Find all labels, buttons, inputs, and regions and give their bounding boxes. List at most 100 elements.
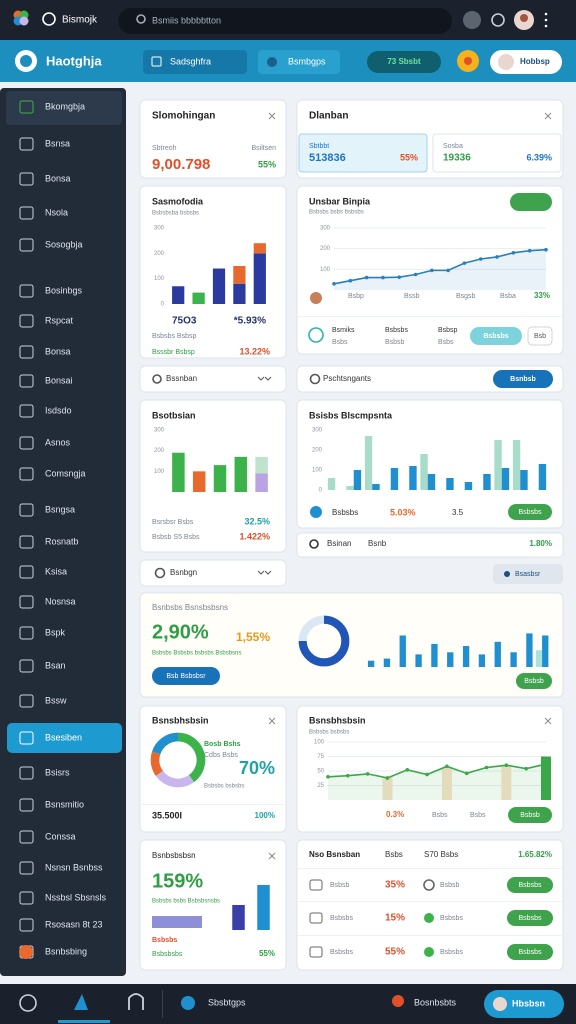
sidebar-item[interactable]: Nsola <box>45 207 68 217</box>
label[interactable]: Hobbsp <box>520 57 550 66</box>
label[interactable]: Bsb Bsbsbsr <box>166 673 206 680</box>
sidebar-item[interactable]: Bspk <box>45 627 66 637</box>
y-tick-label: 25 <box>317 783 324 789</box>
sidebar-item[interactable]: Bssw <box>45 695 67 705</box>
label[interactable]: Bsb <box>534 333 546 340</box>
sidebar-icon <box>19 503 34 517</box>
sidebar-item[interactable]: Bonsa <box>45 346 71 356</box>
sidebar-item[interactable]: Asnos <box>45 437 71 447</box>
sidebar-item[interactable]: Bsnsmitio <box>45 799 84 809</box>
sidebar-item[interactable]: Bsnbsbing <box>45 946 87 956</box>
nav-icon[interactable] <box>74 994 88 1010</box>
sidebar-icon <box>19 314 34 328</box>
sidebar-item[interactable]: Bonsai <box>45 375 73 385</box>
card <box>139 399 287 553</box>
header-button[interactable] <box>258 50 340 74</box>
nav-icon <box>128 993 144 1010</box>
sidebar-item[interactable]: Comsngja <box>45 468 86 478</box>
button[interactable] <box>507 877 553 893</box>
sidebar-item[interactable]: Rsosasn 8t 23 <box>45 919 103 929</box>
sidebar-item[interactable]: Rspcat <box>45 315 74 325</box>
bar <box>446 478 454 490</box>
label[interactable]: Bsnbgn <box>170 568 197 577</box>
button[interactable] <box>516 673 552 689</box>
bar <box>494 440 502 490</box>
label: Bsbs <box>432 812 448 819</box>
label: Bsbs <box>438 339 454 346</box>
nav-item[interactable]: Bosnbsbts <box>414 997 457 1007</box>
pill[interactable] <box>139 365 287 393</box>
sidebar-item[interactable]: Bsngsa <box>45 504 75 514</box>
label: 1.80% <box>529 539 552 548</box>
sidebar-icon <box>19 565 34 579</box>
sidebar-item[interactable]: Ksisa <box>45 566 67 576</box>
label[interactable]: Bsbsb <box>524 678 544 685</box>
button[interactable] <box>527 326 553 346</box>
button[interactable] <box>508 504 552 520</box>
label[interactable]: Bsbsbs <box>519 509 542 516</box>
sidebar-icon <box>19 918 34 932</box>
label[interactable]: Bsbsbs <box>519 949 542 956</box>
label[interactable]: Bsmbgps <box>288 56 326 66</box>
label: 73 Sbsbt <box>387 57 421 66</box>
label: Bsbs <box>385 850 403 859</box>
sidebar-item[interactable]: Rosnatb <box>45 536 79 546</box>
nav-item[interactable]: Sbsbtgps <box>208 997 246 1007</box>
search-box[interactable] <box>118 8 452 34</box>
point <box>495 255 499 259</box>
sidebar-icon <box>19 535 34 549</box>
bar <box>441 768 452 800</box>
button[interactable] <box>508 807 552 823</box>
label: Bsbsbs <box>330 915 353 922</box>
sidebar-item[interactable]: Sosogbja <box>45 239 83 249</box>
sidebar-item[interactable]: Bosinbgs <box>45 285 83 295</box>
bar <box>192 471 206 492</box>
sidebar-item[interactable]: Conssa <box>45 831 76 841</box>
metric-value: 19336 <box>443 153 471 164</box>
label[interactable]: Bsbsb <box>520 812 540 819</box>
x-tick-label: Bsgsb <box>456 293 476 300</box>
sidebar-item[interactable]: Nosnsa <box>45 596 76 606</box>
sidebar-item[interactable]: Nsnsn Bsnbss <box>45 862 103 872</box>
toggle-button[interactable] <box>510 193 552 211</box>
nav-item[interactable]: Hbsbsn <box>512 998 545 1008</box>
label[interactable]: Bsbsbs <box>519 915 542 922</box>
sidebar-item[interactable]: Bonsa <box>45 173 71 183</box>
nav-button[interactable] <box>484 990 564 1018</box>
button[interactable] <box>507 910 553 926</box>
bar <box>420 454 428 490</box>
point <box>544 762 548 766</box>
close-icon <box>544 112 552 120</box>
label: Bsbs <box>470 812 486 819</box>
pill[interactable] <box>493 564 563 584</box>
label[interactable]: Sadsghfra <box>170 56 211 66</box>
pill[interactable] <box>139 559 287 587</box>
y-tick-label: 200 <box>154 448 165 454</box>
button[interactable] <box>470 327 522 345</box>
sidebar-item[interactable]: Bkomgbja <box>45 101 85 111</box>
label: Bsbsbs <box>330 949 353 956</box>
sidebar-item[interactable]: Isdsdo <box>45 405 72 415</box>
sidebar-item[interactable]: Bsnsa <box>45 138 70 148</box>
label[interactable]: Bsbsbs <box>483 333 508 340</box>
button[interactable] <box>493 370 553 388</box>
label[interactable]: Bsbsbs <box>519 882 542 889</box>
stat-icon <box>308 327 324 343</box>
label[interactable]: Bssnban <box>166 374 197 383</box>
label[interactable]: Bsnbsb <box>510 376 536 383</box>
dropdown[interactable] <box>143 50 247 74</box>
sidebar-active[interactable] <box>7 723 122 753</box>
label: Bsbsp <box>438 327 458 334</box>
search-placeholder: Bsmiis bbbbbtton <box>152 15 221 25</box>
row-icon <box>424 947 434 957</box>
button[interactable] <box>507 944 553 960</box>
bar <box>192 292 205 304</box>
sidebar-item[interactable]: Nssbsl Sbsnsls <box>45 892 107 902</box>
button[interactable] <box>152 667 220 685</box>
sidebar-item[interactable]: Bsan <box>45 660 66 670</box>
sidebar-item[interactable]: Bsisrs <box>45 767 70 777</box>
label[interactable]: Bsasbsr <box>515 571 541 578</box>
y-tick-label: 200 <box>154 251 165 257</box>
pill-icon <box>152 374 162 384</box>
sidebar-item[interactable]: Bsesiben <box>45 732 82 742</box>
